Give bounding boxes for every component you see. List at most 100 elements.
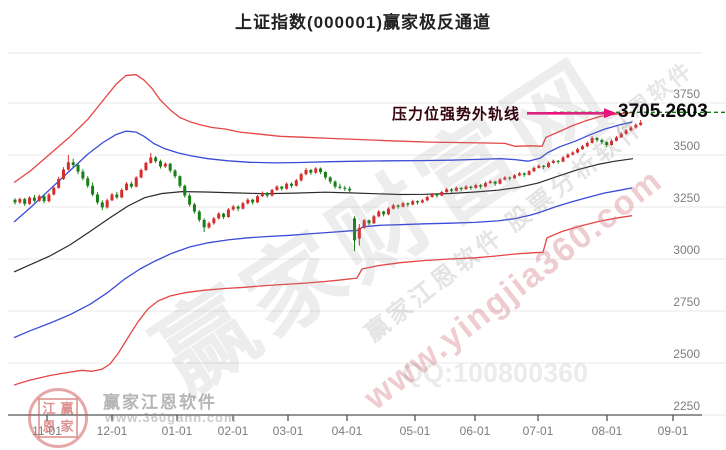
x-tick-label: 11-01 — [32, 424, 62, 438]
pressure-line-value: 3705.2603 — [618, 101, 708, 122]
y-tick-label: 3250 — [673, 191, 700, 205]
candle-body — [115, 194, 119, 198]
candle-body — [386, 208, 390, 215]
candle-body — [396, 205, 400, 207]
candle-body — [391, 205, 395, 209]
y-tick-label: 3000 — [673, 243, 700, 257]
x-tick-label: 05-01 — [399, 424, 431, 438]
candle-body — [52, 187, 56, 195]
candle-body — [226, 209, 230, 217]
candle-body — [513, 175, 517, 179]
rail-line-lower-inner — [13, 187, 633, 339]
candle-body — [440, 192, 444, 196]
candle-body — [435, 194, 439, 196]
candle-body — [299, 174, 303, 181]
candle-body — [542, 165, 546, 168]
candle-body — [120, 189, 124, 198]
candle-body — [265, 192, 269, 196]
candle-body — [338, 186, 342, 188]
candle-body — [382, 211, 386, 215]
pressure-arrow-head — [604, 108, 617, 119]
candle-body — [425, 197, 429, 201]
candle-body — [377, 211, 381, 217]
candle-body — [285, 183, 289, 189]
candle-body — [159, 161, 162, 167]
candle-body — [362, 220, 366, 228]
candle-body — [571, 152, 575, 155]
candle-body — [173, 170, 177, 177]
candle-body — [469, 186, 473, 188]
candle-body — [406, 203, 410, 205]
candle-body — [634, 124, 638, 128]
candle-body — [420, 200, 424, 203]
x-tick-label: 09-01 — [657, 424, 689, 438]
candle-body — [493, 181, 497, 184]
candle-body — [129, 183, 133, 187]
candle-body — [445, 189, 449, 193]
candle-body — [401, 203, 405, 207]
candle-body — [537, 165, 541, 168]
candle-body — [454, 187, 458, 191]
candle-body — [270, 189, 274, 196]
candle-body — [605, 142, 609, 146]
candle-body — [624, 130, 628, 134]
candle-body — [474, 185, 478, 188]
candle-body — [522, 173, 526, 175]
candle-body — [294, 180, 298, 186]
candle-body — [37, 196, 41, 201]
candle-body — [280, 186, 284, 189]
rail-line-lower-outer — [13, 215, 633, 386]
x-tick-label: 12-01 — [96, 424, 128, 438]
candle-body — [149, 157, 153, 163]
candle-body — [13, 199, 17, 203]
candle-body — [328, 177, 332, 182]
candle-body — [28, 197, 32, 204]
candle-body — [343, 187, 347, 189]
candle-body — [202, 219, 206, 228]
pressure-line-label: 压力位强势外轨线 — [391, 106, 520, 123]
candle-body — [459, 187, 463, 190]
y-tick-label: 3750 — [673, 87, 700, 101]
candle-body — [551, 160, 555, 163]
candle-body — [619, 133, 623, 138]
rail-line-middle — [13, 158, 634, 273]
candle-body — [483, 183, 487, 187]
candle-body — [178, 176, 182, 186]
candle-body — [139, 169, 143, 178]
candle-body — [236, 206, 240, 209]
x-tick-label: 07-01 — [522, 424, 554, 438]
candle-body — [275, 186, 279, 190]
candle-body — [256, 196, 259, 203]
candle-body — [450, 189, 453, 191]
candle-body — [42, 196, 46, 202]
candle-body — [323, 172, 327, 178]
y-tick-label: 3500 — [673, 139, 700, 153]
x-tick-label: 08-01 — [591, 424, 623, 438]
candle-body — [595, 137, 599, 141]
candle-body — [532, 167, 536, 172]
candle-body — [207, 223, 211, 228]
candle-body — [62, 169, 65, 179]
x-tick-label: 04-01 — [331, 424, 363, 438]
y-tick-label: 2250 — [673, 399, 700, 413]
candle-body — [197, 211, 201, 220]
candle-body — [192, 204, 196, 212]
candle-body — [47, 194, 51, 202]
candle-body — [110, 194, 114, 201]
brand-seal-characters: 江 赢 恩 家 — [38, 398, 78, 438]
candle-body — [411, 201, 415, 205]
y-tick-label: 2500 — [673, 347, 700, 361]
candle-body — [561, 157, 565, 162]
candle-body — [348, 188, 352, 191]
candle-body — [81, 171, 85, 179]
rail-line-upper-outer — [13, 74, 635, 184]
candle-body — [367, 220, 371, 224]
candle-body — [76, 164, 80, 172]
brand-seal-icon: 江 赢 恩 家 — [28, 388, 88, 448]
candle-body — [556, 160, 560, 162]
candle-body — [66, 162, 70, 170]
candle-body — [503, 177, 507, 180]
candle-body — [241, 203, 245, 209]
x-tick-label: 03-01 — [272, 424, 304, 438]
